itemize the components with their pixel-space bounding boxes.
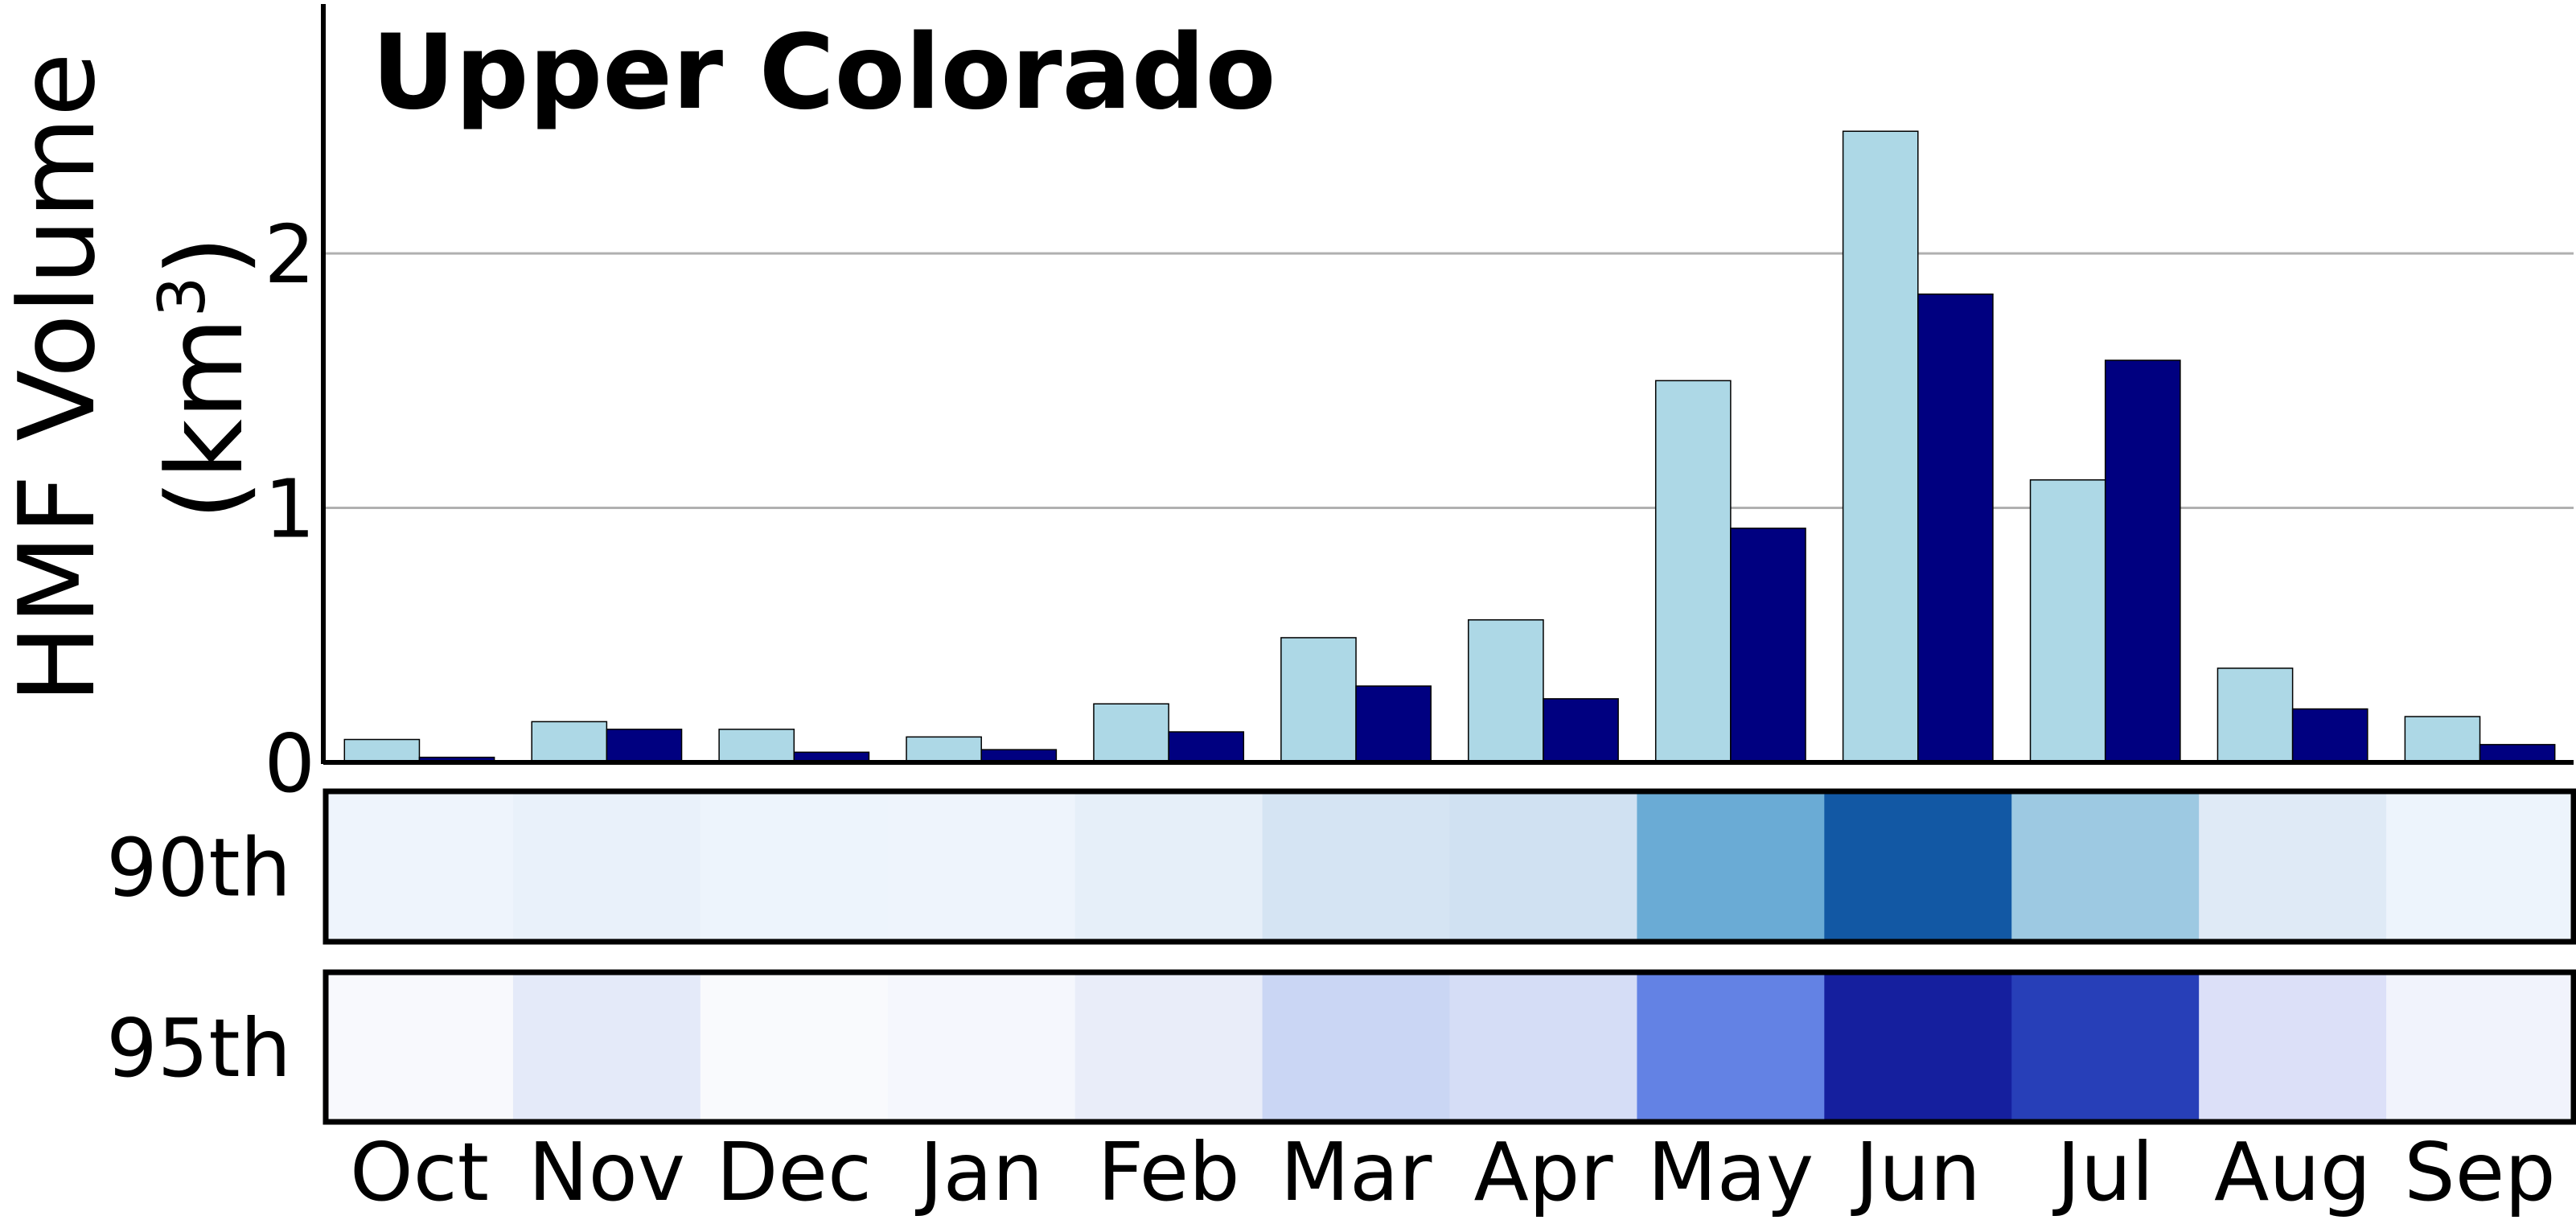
heatmap-row-label: 95th <box>106 1001 291 1095</box>
bar-dark-mar <box>1355 685 1432 763</box>
heatmap-row-frame <box>323 788 2576 945</box>
x-tick-label: Jan <box>914 1125 1043 1219</box>
x-tick-label: Nov <box>528 1125 685 1219</box>
heatmap-cell-90th-jun <box>1824 791 2012 942</box>
y-axis-unit-base: (km <box>144 317 266 520</box>
chart-title: Upper Colorado <box>372 13 1276 133</box>
y-axis-unit: (km3) <box>144 236 266 520</box>
y-tick-label: 1 <box>264 462 315 557</box>
gridlines <box>326 252 2574 510</box>
heatmap-cell-95th-jun <box>1824 972 2012 1122</box>
y-axis-label: HMF Volume <box>0 52 118 704</box>
heatmap-row-frame <box>323 969 2576 1125</box>
heatmap-cell-95th-aug <box>2199 972 2387 1122</box>
heatmap-cell-90th-mar <box>1262 791 1450 942</box>
heatmap-cell-90th-oct <box>326 791 514 942</box>
heatmap-cell-90th-may <box>1637 791 1825 942</box>
x-tick-label: Aug <box>2214 1125 2371 1219</box>
y-tick-label: 0 <box>264 717 315 811</box>
y-axis-unit-close: ) <box>144 236 266 277</box>
bar-light-dec <box>718 729 795 763</box>
x-tick-label: May <box>1648 1125 1814 1219</box>
heatmap-cell-95th-dec <box>700 972 889 1122</box>
heatmap-cell-95th-may <box>1637 972 1825 1122</box>
bar-dark-aug <box>2291 708 2369 763</box>
bar-dark-sep <box>2479 744 2556 763</box>
bar-light-jan <box>906 736 982 763</box>
heatmap-cell-90th-jul <box>2011 791 2200 942</box>
bar-dark-apr <box>1543 698 1619 763</box>
heatmap-cell-90th-dec <box>700 791 889 942</box>
x-tick-label: Feb <box>1098 1125 1240 1219</box>
x-tick-label: Sep <box>2404 1125 2555 1219</box>
bar-light-apr <box>1468 619 1544 763</box>
bar-dark-feb <box>1168 731 1245 763</box>
y-ticks: 0 1 2 <box>264 207 315 811</box>
heatmap: 90th 95th <box>106 788 2576 1125</box>
x-tick-label: Dec <box>717 1125 873 1219</box>
heatmap-cell-90th-nov <box>512 791 701 942</box>
x-tick-labels: Oct Nov Dec Jan Feb Mar Apr May Jun Jul Aug Sep <box>350 1125 2556 1219</box>
bar-light-mar <box>1280 637 1357 763</box>
heatmap-cell-90th-sep <box>2386 791 2574 942</box>
heatmap-row-label: 90th <box>106 821 291 915</box>
bar-dark-nov <box>606 729 683 763</box>
y-axis-unit-exponent: 3 <box>145 277 220 318</box>
x-tick-label: Mar <box>1280 1125 1433 1219</box>
bars <box>343 130 2556 763</box>
bar-light-jun <box>1842 130 1919 763</box>
axes <box>321 4 2574 765</box>
heatmap-cell-95th-nov <box>512 972 701 1122</box>
heatmap-cell-95th-mar <box>1262 972 1450 1122</box>
bar-light-jul <box>2029 479 2106 763</box>
heatmap-cell-95th-jan <box>887 972 1076 1122</box>
heatmap-cell-95th-apr <box>1449 972 1637 1122</box>
y-tick-label: 2 <box>264 207 315 302</box>
x-tick-label: Apr <box>1473 1125 1613 1219</box>
bar-light-sep <box>2404 716 2481 763</box>
bar-dark-jul <box>2104 359 2181 763</box>
heatmap-cell-95th-feb <box>1074 972 1263 1122</box>
heatmap-cell-90th-feb <box>1074 791 1263 942</box>
bar-light-oct <box>343 738 421 763</box>
bar-light-feb <box>1093 703 1169 763</box>
heatmap-cell-90th-apr <box>1449 791 1637 942</box>
heatmap-cell-90th-aug <box>2199 791 2387 942</box>
heatmap-cell-90th-jan <box>887 791 1076 942</box>
heatmap-cell-95th-jul <box>2011 972 2200 1122</box>
x-tick-label: Jul <box>2052 1125 2154 1219</box>
bar-dark-jun <box>1917 293 1994 763</box>
bar-dark-may <box>1730 528 1806 763</box>
heatmap-cell-95th-sep <box>2386 972 2574 1122</box>
x-tick-label: Oct <box>350 1125 489 1219</box>
bar-light-may <box>1654 380 1732 763</box>
bar-light-nov <box>531 721 608 763</box>
heatmap-cell-95th-oct <box>326 972 514 1122</box>
x-tick-label: Jun <box>1851 1125 1981 1219</box>
bar-light-aug <box>2217 667 2294 763</box>
